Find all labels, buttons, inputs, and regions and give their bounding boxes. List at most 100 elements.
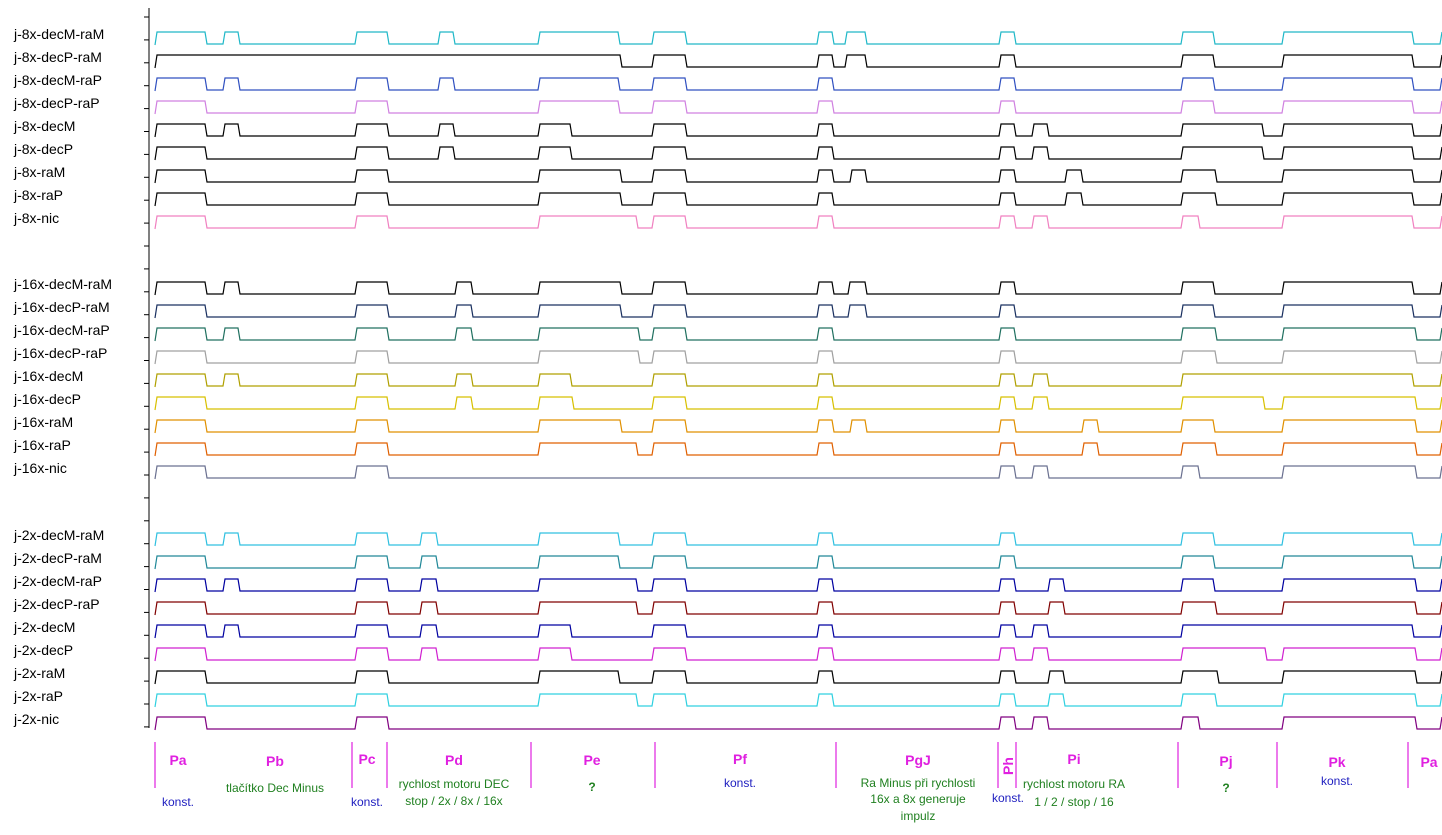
signal-label: j-16x-decM [13,368,83,384]
signal-waveform [154,304,1442,319]
signal-waveform [154,54,1442,69]
signal-label: j-2x-raM [13,665,65,681]
phase-note: ? [588,780,595,794]
phase: Ph konst. [992,757,1024,805]
signal-row: j-8x-decM-raM [13,26,1442,46]
signal-row: j-2x-decM [13,619,1442,639]
time-axis [144,8,150,728]
signal-label: j-16x-raP [13,437,71,453]
signal-waveform [154,146,1442,161]
signal-waveform [154,327,1442,342]
signal-row: j-8x-decP-raM [13,49,1442,69]
phase-note: konst. [992,791,1024,805]
signal-label: j-8x-decP-raM [13,49,102,65]
signal-row: j-16x-raM [13,414,1442,434]
phase-note: konst. [351,795,383,809]
signal-label: j-16x-raM [13,414,73,430]
phase-note: tlačítko Dec Minus [226,781,324,795]
signal-waveform [154,716,1442,731]
signal-waveform [154,442,1442,457]
signal-waveform [154,77,1442,92]
signal-label: j-16x-decP-raP [13,345,107,361]
phase-note: impulz [901,809,936,823]
signal-waveform [154,419,1442,434]
phase-label: Pd [445,752,463,768]
signal-waveform [154,192,1442,207]
signal-waveform [154,532,1442,547]
phase: Pf konst. [724,751,756,790]
signal-waveform [154,373,1442,388]
signal-waveform [154,647,1442,662]
signal-row: j-2x-decM-raP [13,573,1442,593]
signal-waveform [154,100,1442,115]
signal-row: j-2x-raP [13,688,1442,708]
signal-label: j-2x-raP [13,688,63,704]
signal-waveform [154,396,1442,411]
phase-label: Pa [169,752,186,768]
signal-label: j-2x-decM-raM [13,527,104,543]
phase-label: Pj [1219,753,1232,769]
signal-label: j-2x-decP-raP [13,596,100,612]
signal-label: j-16x-decP-raM [13,299,110,315]
phase-note: konst. [162,795,194,809]
signal-label: j-16x-decM-raP [13,322,110,338]
signal-waveform [154,578,1442,593]
signal-row: j-8x-raP [13,187,1442,207]
signal-waveform [154,31,1442,46]
phase-note: 16x a 8x generuje [870,792,966,806]
phase-note: Ra Minus při rychlosti [861,776,976,790]
signal-waveform [154,693,1442,708]
signal-waveform [154,601,1442,616]
signal-rows: j-8x-decM-raM j-8x-decP-raM j-8x-decM-raP j… [13,26,1442,731]
signal-row: j-16x-decM [13,368,1442,388]
phase-label: PgJ [905,752,931,768]
signal-label: j-8x-nic [13,210,59,226]
signal-waveform [154,350,1442,365]
phase-note: rychlost motoru RA [1023,777,1125,791]
phase-label: Pa [1420,754,1437,770]
phase-label: Pi [1067,751,1080,767]
signal-label: j-8x-decP [13,141,73,157]
signal-label: j-2x-nic [13,711,59,727]
phase: Pi rychlost motoru RA 1 / 2 / stop / 16 [1023,751,1125,809]
signal-label: j-2x-decP [13,642,73,658]
signal-row: j-2x-decP-raP [13,596,1442,616]
phase-label: Pe [583,752,600,768]
signal-label: j-2x-decP-raM [13,550,102,566]
phase-note: rychlost motoru DEC [399,777,510,791]
phase: Pa [1420,754,1437,770]
phase-note: ? [1222,781,1229,795]
phase-label: Pc [358,751,375,767]
signal-label: j-8x-raM [13,164,65,180]
signal-label: j-8x-decP-raP [13,95,100,111]
signal-label: j-16x-nic [13,460,67,476]
phase-note: 1 / 2 / stop / 16 [1034,795,1114,809]
signal-label: j-8x-decM [13,118,75,134]
phase: Pe? [583,752,600,794]
signal-label: j-2x-decM-raP [13,573,102,589]
signal-row: j-2x-raM [13,665,1442,685]
signal-waveform [154,215,1442,230]
signal-row: j-16x-decM-raM [13,276,1442,296]
signal-row: j-8x-decM-raP [13,72,1442,92]
phase-note: stop / 2x / 8x / 16x [405,794,502,808]
phase-label: Pb [266,753,284,769]
phase: PgJ Ra Minus při rychlosti 16x a 8x generu… [861,752,976,823]
signal-label: j-8x-decM-raM [13,26,104,42]
phase-label: Pf [733,751,747,767]
signal-row: j-16x-raP [13,437,1442,457]
signal-row: j-2x-nic [13,711,1442,731]
signal-row: j-16x-nic [13,460,1442,480]
signal-label: j-2x-decM [13,619,75,635]
phase-annotations: Pa konst. Pb tlačítko Dec Minus Pc konst. Pd ry… [154,742,1438,823]
signal-row: j-16x-decP [13,391,1442,411]
phase-note: konst. [724,776,756,790]
signal-row: j-8x-nic [13,210,1442,230]
signal-waveform [154,624,1442,639]
signal-waveform [154,555,1442,570]
signal-row: j-8x-decP-raP [13,95,1442,115]
signal-waveform [154,169,1442,184]
phase-label: Pk [1328,754,1345,770]
signal-row: j-8x-decM [13,118,1442,138]
